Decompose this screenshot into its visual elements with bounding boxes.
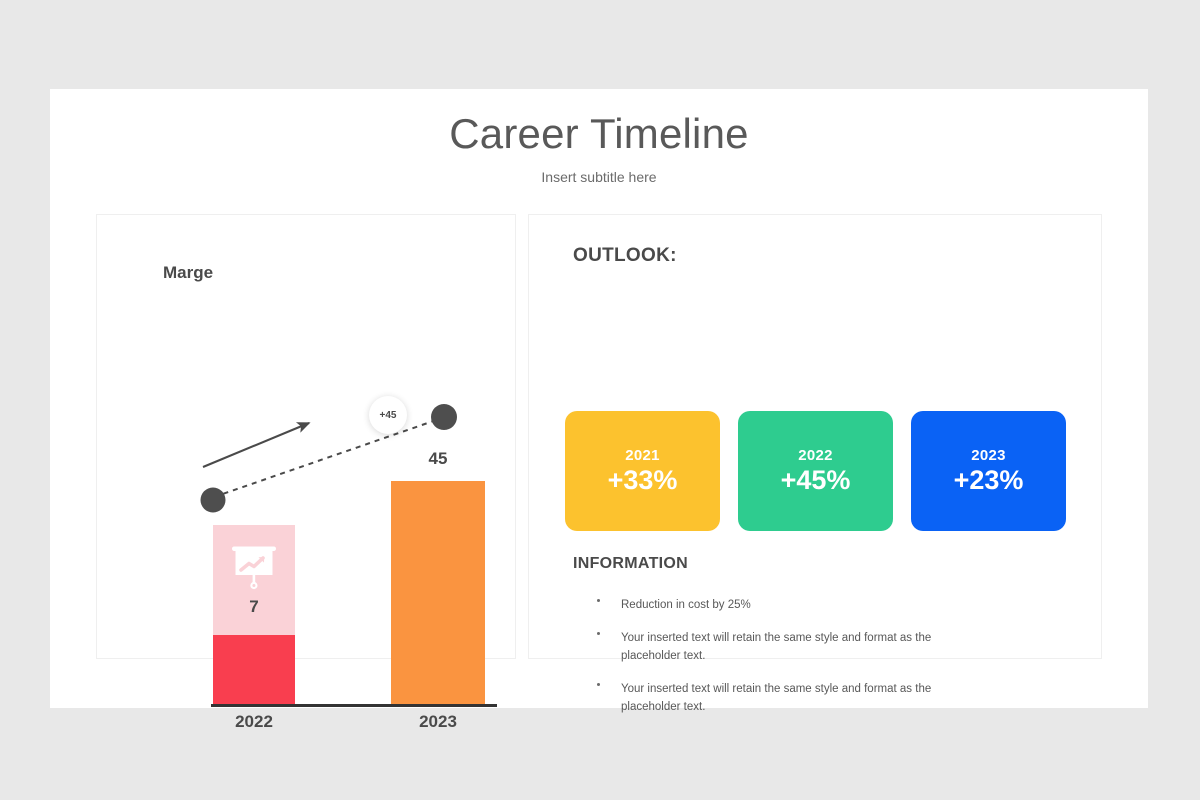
trend-dot-2023	[431, 404, 457, 430]
bullet-dot-icon	[597, 683, 600, 686]
outlook-card-year: 2023	[971, 446, 1006, 464]
growth-arrow	[202, 422, 311, 468]
information-heading: INFORMATION	[573, 555, 688, 572]
outlook-card-2023[interactable]: 2023 +23%	[911, 411, 1066, 531]
bar-value-2023: 45	[428, 449, 448, 468]
trend-overlay	[200, 404, 457, 513]
list-item-text: Reduction in cost by 25%	[621, 599, 751, 611]
outlook-card-value: +23%	[953, 464, 1024, 495]
chart-panel: Marge 7 45	[96, 214, 516, 731]
list-item: Your inserted text will retain the same …	[573, 628, 983, 664]
outlook-heading: OUTLOOK:	[573, 245, 677, 266]
bar-chart: 7 45 +45 2022 2023	[97, 215, 515, 731]
bar-value-2022: 7	[249, 597, 259, 616]
list-item-text: Your inserted text will retain the same …	[621, 632, 932, 662]
growth-badge: +45	[369, 396, 407, 434]
list-item: Your inserted text will retain the same …	[573, 679, 983, 715]
outlook-cards: 2021 +33% 2022 +45% 2023 +23%	[565, 411, 1066, 531]
list-item: Reduction in cost by 25%	[573, 595, 983, 613]
outlook-card-value: +45%	[780, 464, 851, 495]
slide-canvas: Career Timeline Insert subtitle here Mar…	[50, 89, 1148, 731]
axis-label-2023: 2023	[419, 712, 457, 731]
outlook-card-value: +33%	[607, 464, 678, 495]
axis-label-2022: 2022	[235, 712, 273, 731]
outlook-card-year: 2021	[625, 446, 660, 464]
list-item-text: Your inserted text will retain the same …	[621, 683, 932, 713]
outlook-card-2021[interactable]: 2021 +33%	[565, 411, 720, 531]
page-title: Career Timeline	[449, 110, 749, 157]
outlook-card-year: 2022	[798, 446, 833, 464]
trend-dashed-line	[213, 416, 446, 498]
chart-baseline	[211, 704, 497, 707]
chart-title: Marge	[163, 263, 214, 282]
outlook-card-2022[interactable]: 2022 +45%	[738, 411, 893, 531]
outlook-panel: OUTLOOK: 2021 +33% 2022 +45% 2023 +23% I…	[528, 214, 1102, 713]
bar-2022-lower-segment	[213, 635, 295, 705]
bullet-dot-icon	[597, 599, 600, 602]
trend-dot-2022	[200, 487, 226, 513]
presentation-chart-icon	[232, 546, 276, 590]
page-subtitle: Insert subtitle here	[541, 169, 657, 185]
information-bullet-list: Reduction in cost by 25% Your inserted t…	[573, 595, 983, 730]
bar-2023	[391, 481, 485, 705]
bullet-dot-icon	[597, 632, 600, 635]
